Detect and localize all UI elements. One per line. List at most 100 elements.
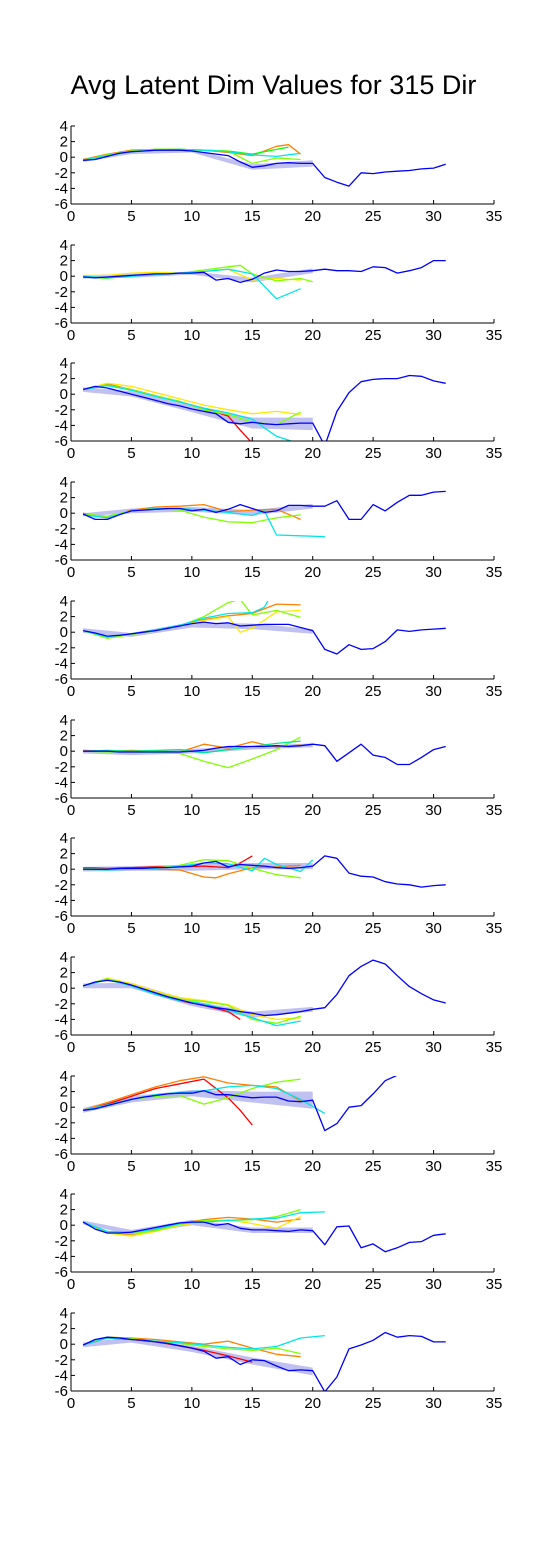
x-tick-label: 35 (486, 445, 503, 462)
x-tick-label: 5 (127, 1039, 135, 1056)
x-tick-label: 20 (304, 1158, 321, 1175)
x-tick-label: 35 (486, 1276, 503, 1293)
y-tick-label: -4 (55, 299, 68, 316)
y-tick-label: -6 (55, 908, 68, 925)
x-tick-label: 35 (486, 802, 503, 819)
series-line (82, 1078, 253, 1126)
y-tick-label: 4 (60, 355, 68, 372)
y-tick-label: 4 (60, 237, 68, 254)
x-tick-label: 35 (486, 327, 503, 344)
subplot-5: 420-2-4-60 5 10 15 20 25 30 35 (55, 593, 503, 700)
x-tick-label: 15 (244, 1158, 261, 1175)
y-tick-label: 4 (60, 474, 68, 491)
y-tick-label: 0 (60, 624, 68, 641)
x-tick-label: 25 (365, 1039, 382, 1056)
y-tick-label: 2 (60, 490, 68, 507)
y-tick-label: -4 (55, 417, 68, 434)
series-line (82, 978, 301, 1027)
x-tick-label: 15 (244, 327, 261, 344)
subplot-6: 420-2-4-60 5 10 15 20 25 30 35 (55, 712, 503, 819)
x-tick-label: 25 (365, 327, 382, 344)
x-tick-label: 30 (425, 1039, 442, 1056)
x-tick-label: 0 (67, 564, 75, 581)
y-tick-label: -2 (55, 1233, 68, 1250)
chart-title: Avg Latent Dim Values for 315 Dir (70, 70, 477, 100)
plot-area (82, 1331, 446, 1391)
y-tick-label: -6 (55, 671, 68, 688)
x-tick-label: 0 (67, 802, 75, 819)
x-tick-label: 30 (425, 564, 442, 581)
plot-area (82, 374, 446, 441)
y-tick-label: -2 (55, 640, 68, 657)
x-tick-label: 10 (184, 564, 201, 581)
x-tick-label: 20 (304, 327, 321, 344)
y-tick-label: -2 (55, 1115, 68, 1132)
x-tick-label: 15 (244, 920, 261, 937)
plot-area (83, 855, 446, 888)
x-tick-label: 30 (425, 1158, 442, 1175)
series-line (83, 743, 446, 766)
x-tick-label: 10 (184, 1158, 201, 1175)
x-tick-label: 0 (67, 1158, 75, 1175)
x-tick-label: 35 (486, 564, 503, 581)
x-tick-label: 5 (127, 1276, 135, 1293)
y-tick-label: -6 (55, 1027, 68, 1044)
series-line (82, 621, 446, 655)
y-tick-label: 2 (60, 371, 68, 388)
x-tick-label: 30 (425, 327, 442, 344)
x-tick-label: 30 (425, 1276, 442, 1293)
y-tick-label: 0 (60, 861, 68, 878)
y-tick-label: 4 (60, 949, 68, 966)
y-tick-label: 0 (60, 1217, 68, 1234)
y-tick-label: -6 (55, 552, 68, 569)
x-tick-label: 25 (365, 1395, 382, 1412)
series-line (82, 384, 294, 441)
x-tick-label: 20 (304, 1276, 321, 1293)
x-tick-label: 0 (67, 208, 75, 225)
series-line (82, 1221, 446, 1253)
x-tick-label: 10 (184, 683, 201, 700)
plot-area (83, 736, 446, 769)
y-tick-label: 4 (60, 1068, 68, 1085)
x-tick-label: 35 (486, 1039, 503, 1056)
plot-area (82, 144, 446, 187)
y-tick-label: 2 (60, 134, 68, 151)
series-line (83, 259, 446, 284)
plot-area (82, 490, 446, 538)
x-tick-label: 10 (184, 445, 201, 462)
subplot-3: 420-2-4-60 5 10 15 20 25 30 35 (55, 355, 503, 462)
x-tick-label: 30 (425, 920, 442, 937)
y-tick-label: -6 (55, 1383, 68, 1400)
x-tick-label: 10 (184, 1039, 201, 1056)
subplot-7: 420-2-4-60 5 10 15 20 25 30 35 (55, 830, 503, 937)
y-tick-label: 2 (60, 253, 68, 270)
y-tick-label: -4 (55, 1248, 68, 1265)
x-tick-label: 0 (67, 445, 75, 462)
x-tick-label: 20 (304, 683, 321, 700)
x-tick-label: 35 (486, 1395, 503, 1412)
uncertainty-band (83, 982, 313, 1018)
y-tick-label: 0 (60, 268, 68, 285)
series-line (82, 374, 446, 441)
plot-area (82, 1076, 398, 1132)
y-tick-label: -4 (55, 1011, 68, 1028)
y-tick-label: -4 (55, 1367, 68, 1384)
subplot-11: 420-2-4-60 5 10 15 20 25 30 35 (55, 1305, 503, 1412)
y-tick-label: 2 (60, 1321, 68, 1338)
y-tick-label: -2 (55, 1352, 68, 1369)
x-tick-label: 20 (304, 1395, 321, 1412)
x-tick-label: 10 (184, 1395, 201, 1412)
series-line (82, 1331, 446, 1391)
series-line (82, 977, 301, 1021)
y-tick-label: -6 (55, 315, 68, 332)
uncertainty-band (83, 1090, 313, 1113)
y-tick-label: -6 (55, 790, 68, 807)
series-line (82, 601, 301, 640)
x-tick-label: 15 (244, 802, 261, 819)
y-tick-label: -6 (55, 433, 68, 450)
x-tick-label: 30 (425, 802, 442, 819)
x-tick-label: 15 (244, 1395, 261, 1412)
series-line (82, 1076, 301, 1111)
y-tick-label: 0 (60, 1099, 68, 1116)
